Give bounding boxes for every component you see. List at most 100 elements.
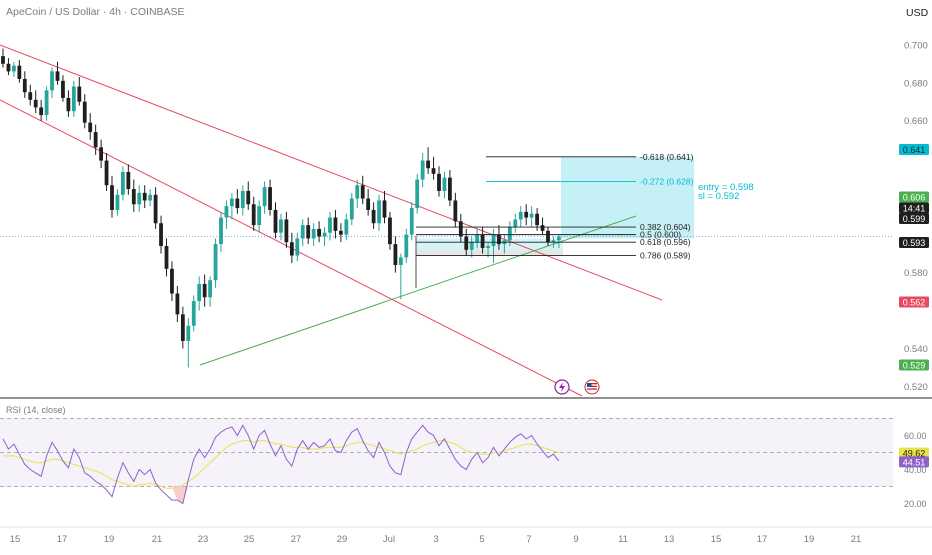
price-badge	[899, 191, 929, 203]
time-tick-label: 27	[291, 534, 302, 545]
candle-body	[317, 228, 321, 237]
upper-red-trendline	[0, 44, 663, 301]
candle-body	[208, 280, 212, 298]
candle-body	[153, 194, 158, 224]
candle-body	[50, 71, 54, 91]
price-tick-label: 0.700	[904, 40, 928, 51]
symbol-title[interactable]: ApeCoin / US Dollar · 4h · COINBASE	[6, 6, 185, 18]
price-tick-label: 0.660	[904, 116, 928, 127]
candle-body	[55, 71, 60, 81]
candle-body	[126, 171, 131, 190]
candle-body	[175, 293, 180, 315]
candle-body	[513, 219, 518, 228]
candle-body	[61, 80, 65, 98]
fib-label: 0.382 (0.604)	[640, 222, 691, 232]
candle-body	[557, 236, 561, 241]
candle-body	[22, 78, 27, 93]
candle-body	[170, 268, 174, 294]
time-tick-label: 13	[664, 534, 675, 545]
price-tick-label: 0.520	[904, 382, 928, 393]
candle-body	[328, 217, 332, 233]
rsi-tick-label: 60.00	[904, 431, 927, 441]
candle-body	[197, 283, 202, 302]
candle-body	[88, 122, 93, 133]
price-badge	[899, 359, 929, 371]
candle-body	[164, 246, 169, 269]
candle-body	[213, 244, 218, 281]
candle-body	[17, 65, 22, 79]
candle-body	[464, 236, 469, 250]
us-flag-icon[interactable]	[584, 379, 600, 395]
price-tick-label: 0.580	[904, 268, 928, 279]
time-tick-label: 11	[618, 534, 628, 545]
candle-body	[71, 86, 76, 112]
candle-body	[159, 223, 163, 247]
candle-body	[235, 198, 240, 209]
fib-label: 0.618 (0.596)	[640, 237, 691, 247]
time-tick-label: 19	[104, 534, 115, 545]
fib-levels: -0.618 (0.641) -0.272 (0.628) 0.382 (0.604…	[416, 152, 694, 261]
candle-body	[66, 97, 71, 112]
lightning-icon[interactable]	[554, 379, 570, 395]
candle-body	[529, 213, 534, 218]
candle-body	[121, 171, 125, 195]
price-tick-label: 0.680	[904, 78, 928, 89]
currency-label[interactable]: USD	[906, 7, 929, 19]
candle-body	[246, 190, 251, 205]
time-tick-label: 25	[244, 534, 255, 545]
entry-zone	[416, 238, 563, 250]
time-tick-label: 7	[526, 534, 531, 545]
candle-body	[333, 217, 338, 231]
candle-body	[12, 65, 16, 72]
candle-body	[1, 56, 5, 64]
time-tick-label: 15	[10, 534, 21, 545]
candle-body	[311, 228, 316, 239]
candle-body	[142, 192, 147, 201]
time-tick-label: 3	[433, 534, 438, 545]
candle-body	[371, 209, 376, 224]
candle-body	[279, 219, 283, 233]
candle-body	[322, 232, 327, 237]
candle-body	[535, 213, 539, 226]
candle-body	[546, 230, 550, 243]
axes: 0.7000.6800.6600.6200.5800.5400.52015171…	[10, 40, 929, 545]
grid	[0, 397, 932, 528]
candle-body	[251, 204, 256, 226]
candle-body	[507, 227, 512, 241]
rsi-line	[2, 424, 560, 505]
candle-body	[431, 168, 436, 174]
candle-body	[110, 185, 114, 210]
candle-body	[344, 219, 349, 235]
candle-body	[186, 325, 191, 341]
price-badge	[899, 213, 929, 224]
candle-body	[131, 189, 136, 205]
candle-body	[180, 314, 185, 341]
candle-body	[551, 240, 556, 243]
price-badge	[899, 144, 929, 155]
candle-body	[404, 234, 409, 258]
stop-zone	[416, 249, 563, 256]
time-tick-label: 19	[804, 534, 815, 545]
candle-body	[268, 187, 272, 210]
candle-body	[224, 206, 229, 218]
rsi-badge-label: 49.62	[903, 449, 926, 459]
candle-body	[398, 257, 403, 266]
candle-body	[284, 219, 289, 243]
candle-body	[360, 185, 365, 199]
rsi-ma-line	[3, 440, 560, 489]
time-tick-label: 9	[573, 534, 578, 545]
candle-body	[33, 99, 38, 108]
position-zones	[0, 156, 893, 256]
time-tick-label: 15	[711, 534, 722, 545]
candle-body	[230, 198, 234, 207]
candle-body	[437, 173, 441, 191]
price-badge-label: 0.562	[903, 298, 926, 308]
time-tick-label: 17	[57, 534, 68, 545]
candle-body	[339, 230, 343, 235]
candle-body	[82, 101, 87, 123]
candle-body	[480, 234, 485, 248]
candle-body	[415, 179, 420, 209]
candle-body	[306, 225, 311, 239]
